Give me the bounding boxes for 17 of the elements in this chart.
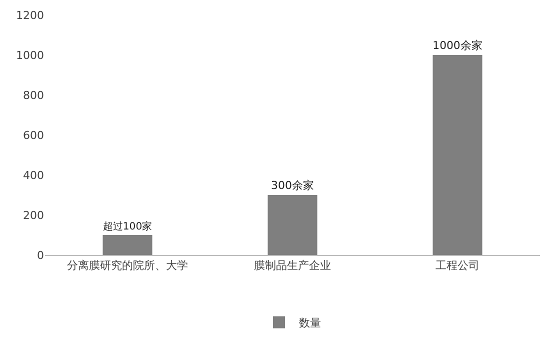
x-tick-label: 分离膜研究的院所、大学	[67, 259, 188, 272]
y-tick-label: 400	[23, 168, 44, 182]
y-tick-label: 600	[23, 128, 44, 142]
text: 超过100家	[102, 221, 152, 232]
bar	[432, 55, 482, 255]
bar	[102, 235, 152, 255]
legend-label: 数量	[299, 316, 321, 330]
y-tick-label: 1000	[16, 48, 44, 62]
y-tick-label: 200	[23, 208, 44, 222]
bar	[268, 195, 318, 255]
text: 1000余家	[432, 39, 482, 52]
y-tick-label: 800	[23, 88, 44, 102]
text: 300余家	[271, 179, 314, 192]
x-tick-label: 膜制品生产企业	[254, 259, 331, 272]
y-tick-label: 1200	[16, 8, 44, 22]
y-tick-label: 0	[37, 248, 44, 262]
x-tick-label: 工程公司	[436, 259, 480, 272]
